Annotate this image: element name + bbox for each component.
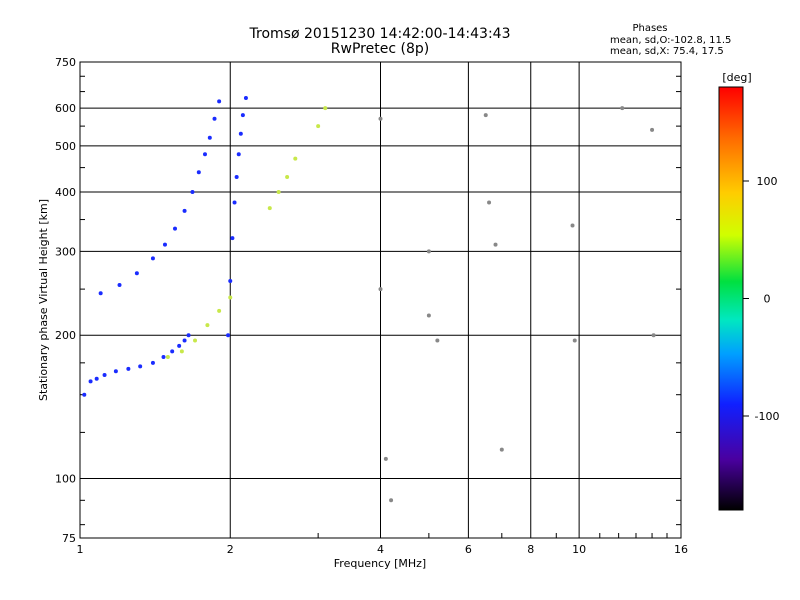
colorbar-tick-label: -100 [755,410,780,423]
data-point [138,364,143,369]
data-point [179,349,184,354]
data-point [276,189,281,194]
data-point [207,135,212,140]
data-point [162,242,167,247]
data-point [570,223,575,228]
colorbar: [deg] 100 0 -100 [718,71,780,511]
data-point [150,360,155,365]
colorbar-label: [deg] [722,71,751,84]
data-point [217,308,222,313]
data-point [240,113,245,118]
data-point [293,156,298,161]
data-point [177,343,182,348]
data-point [212,116,217,121]
data-point [117,283,122,288]
x-tick-label: 6 [465,543,472,556]
data-point [243,96,248,101]
y-tick-label: 100 [55,473,76,486]
data-point [150,256,155,261]
data-point [230,236,235,241]
y-tick-label: 750 [55,56,76,69]
stats-line-o: mean, sd,O:-102.8, 11.5 [610,35,731,46]
x-tick-label: 8 [527,543,534,556]
axis-ticks: 1 2 4 6 8 10 16 75 100 200 300 400 500 600 750 [55,56,688,556]
data-point [226,333,231,338]
colorbar-tick-label: 100 [757,175,778,188]
data-point [94,376,99,381]
data-point [435,338,440,343]
data-point [205,323,210,328]
data-point [113,369,118,374]
y-tick-label: 600 [55,102,76,115]
data-point [196,170,201,175]
data-point [426,313,431,318]
data-point [426,249,431,254]
data-point [186,333,191,338]
x-tick-label: 1 [77,543,84,556]
chart-title: Tromsø 20151230 14:42:00-14:43:43 [249,26,511,42]
data-point [378,287,383,292]
data-point [620,106,625,111]
x-tick-label: 16 [674,543,688,556]
data-point [267,206,272,211]
y-tick-label: 300 [55,245,76,258]
data-point [193,338,198,343]
data-point [190,189,195,194]
data-point [493,242,498,247]
data-point [170,349,175,354]
y-tick-label: 500 [55,140,76,153]
data-point [134,271,139,276]
data-point [165,355,170,360]
data-point [182,338,187,343]
data-point [202,152,207,157]
x-tick-label: 2 [227,543,234,556]
y-tick-label: 200 [55,329,76,342]
data-point [234,174,239,179]
data-point [487,200,492,205]
data-point [236,152,241,157]
y-tick-label: 400 [55,186,76,199]
data-point [161,355,166,360]
data-point [217,99,222,104]
data-point [651,333,656,338]
data-points [82,96,656,503]
data-point [383,456,388,461]
x-tick-label: 10 [572,543,586,556]
y-tick-label: 75 [62,532,76,545]
data-point [182,208,187,213]
data-point [378,116,383,121]
data-point [82,392,87,397]
y-axis-label: Stationary phase Virtual Height [km] [37,199,50,401]
data-point [172,226,177,231]
grid [80,62,681,538]
data-point [98,291,103,296]
data-point [483,113,488,118]
data-point [499,447,504,452]
stats-title: Phases [632,23,667,34]
data-point [126,366,131,371]
data-point [572,338,577,343]
data-point [323,106,328,111]
data-point [285,174,290,179]
data-point [232,200,237,205]
data-point [316,124,321,129]
x-tick-label: 4 [377,543,384,556]
stats-line-x: mean, sd,X: 75.4, 17.5 [610,46,724,57]
colorbar-gradient [718,86,744,511]
x-axis-label: Frequency [MHz] [334,557,426,570]
data-point [228,295,233,300]
data-point [88,379,93,384]
data-point [228,279,233,284]
data-point [650,127,655,132]
data-point [102,373,107,378]
colorbar-tick-label: 0 [764,293,771,306]
data-point [389,498,394,503]
chart-subtitle: RwPretec (8p) [331,41,429,57]
data-point [238,131,243,136]
